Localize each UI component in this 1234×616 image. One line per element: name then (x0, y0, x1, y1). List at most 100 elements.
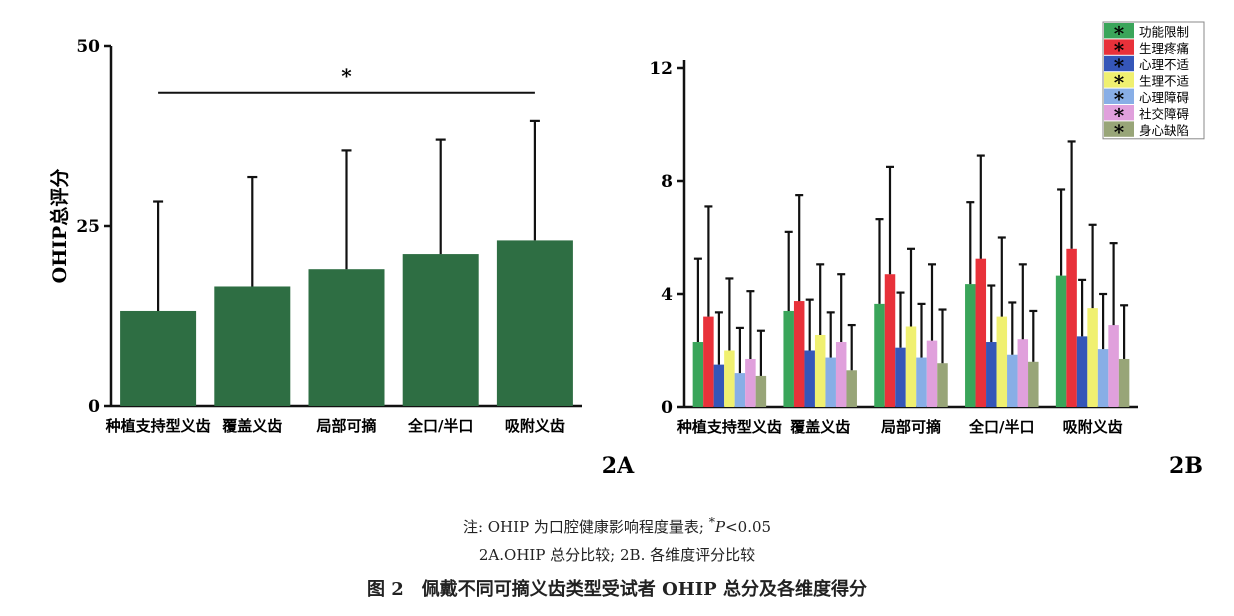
chart-2b-error-bar (816, 263, 825, 335)
chart-2a-bar (402, 254, 479, 406)
chart-2b-error-bar (1029, 309, 1038, 362)
chart-2a-y-tick-label: 25 (76, 217, 100, 237)
chart-2b-legend-marker: * (1114, 120, 1125, 144)
chart-2b-legend-item: * 生理不适 (1104, 71, 1189, 95)
chart-2a-y-label: OHIP总评分 (48, 169, 71, 284)
caption-note-p: P (715, 518, 726, 536)
chart-2b-error-bar (805, 298, 814, 351)
chart-2a-x-tick-label: 全口/半口 (407, 417, 473, 435)
chart-2b-bar (1028, 361, 1039, 407)
chart-2b-y-tick-label: 12 (649, 59, 673, 79)
caption-title: 图 2 佩戴不同可摘义齿类型受试者 OHIP 总分及各维度得分 (367, 579, 867, 600)
chart-2b-bar (926, 340, 938, 407)
chart-2b-y-tick-label: 0 (661, 398, 673, 418)
chart-2b-bar (745, 358, 756, 407)
chart-2b-legend-label: 生理疼痛 (1139, 41, 1189, 56)
chart-2b-legend-item: * 功能限制 (1104, 21, 1189, 45)
chart-2a-x-tick-label: 覆盖义齿 (222, 417, 282, 435)
chart-2a-y-tick-label: 50 (76, 37, 100, 57)
chart-2b-legend-label: 心理障碍 (1139, 90, 1189, 105)
chart-2b-error-bar (735, 326, 744, 374)
chart-2b-bar (884, 274, 896, 407)
chart-2b-error-bar (896, 291, 905, 348)
caption-note: 注: OHIP 为口腔健康影响程度量表; *P<0.05 (462, 514, 772, 536)
chart-2b-panel-label: 2B (1169, 453, 1203, 479)
chart-2b-error-bar (725, 277, 734, 351)
chart-2a-error-bar (435, 138, 446, 255)
chart-2a-x-tick-label: 吸附义齿 (505, 417, 565, 435)
chart-2a-error-bar (153, 200, 164, 311)
chart-2b-error-bar (693, 257, 702, 343)
chart-2b-bar (916, 357, 927, 407)
chart-2b-x-tick-label: 吸附义齿 (1063, 418, 1123, 436)
chart-2b-bar (1076, 336, 1088, 407)
chart-2b-error-bar (976, 154, 985, 259)
chart-2b-error-bar (1120, 304, 1129, 359)
chart-2b-bar (1055, 275, 1067, 407)
chart-2b-legend-label: 功能限制 (1139, 24, 1189, 39)
chart-2a-y-tick-label: 0 (88, 397, 100, 417)
chart-2b-bar (1097, 349, 1109, 407)
chart-2a-x-tick-label: 种植支持型义齿 (105, 417, 211, 435)
chart-2b-bar (1087, 308, 1098, 407)
chart-2b-legend-item: * 生理疼痛 (1104, 38, 1189, 62)
chart-2a-significance-star: * (341, 64, 352, 88)
chart-2b-x-tick-label: 全口/半口 (968, 418, 1034, 436)
chart-2b-legend-label: 社交障碍 (1139, 106, 1189, 121)
chart-2a-bar (308, 269, 385, 406)
chart-2a-bar (496, 240, 573, 406)
chart-2b-bar (905, 326, 917, 407)
chart-2b-x-tick-label: 种植支持型义齿 (676, 418, 782, 436)
chart-2b-error-bar (928, 263, 936, 341)
chart-2a-bar (214, 286, 291, 406)
chart-2b-x-tick-label: 局部可摘 (880, 418, 941, 436)
chart-2b-error-bar (1067, 140, 1076, 249)
chart-2a-error-bar (341, 149, 352, 270)
chart-2b-bar (965, 284, 976, 407)
chart-2b-error-bar (997, 236, 1006, 317)
chart-2b-legend-swatch (1104, 105, 1134, 121)
caption-note-star: * (708, 514, 715, 529)
chart-2b-bar (975, 258, 987, 407)
chart-2b-bar (986, 342, 997, 407)
chart-2a-error-bar (529, 119, 540, 241)
caption-subtitle: 2A.OHIP 总分比较; 2B. 各维度评分比较 (478, 546, 756, 564)
chart-2b-bar (895, 347, 906, 407)
chart-2b-legend-marker: * (1114, 38, 1125, 62)
chart-2b-error-bar (1057, 188, 1066, 276)
chart-2b-legend-marker: * (1114, 87, 1125, 111)
chart-2b-error-bar (795, 194, 804, 302)
chart-2b-legend-swatch (1104, 23, 1134, 39)
chart-2b-error-bar (917, 302, 926, 358)
chart-2b-bar (1017, 339, 1029, 407)
chart-2b-error-bar (837, 273, 846, 343)
chart-2b-bar (793, 301, 805, 407)
chart-2b-bar (825, 357, 836, 407)
chart-2b-bar (755, 375, 767, 407)
chart-2b-legend-marker: * (1114, 54, 1125, 78)
chart-2b-error-bar (847, 323, 856, 371)
chart-2b-legend-marker: * (1114, 71, 1125, 95)
chart-2b-legend-swatch (1104, 39, 1134, 55)
chart-2b-bar (846, 370, 857, 407)
chart-2b-bar (1066, 248, 1077, 407)
chart-2b-error-bar (987, 284, 996, 343)
chart-2b-legend-swatch (1104, 121, 1134, 137)
chart-2b-bar (713, 364, 725, 407)
chart-2a-error-bar (247, 175, 258, 287)
chart-2b-legend-label: 身心缺陷 (1139, 123, 1189, 138)
chart-2b-y-tick-label: 8 (661, 172, 673, 192)
chart-2b-bar (1007, 354, 1018, 407)
chart-2b-error-bar (1099, 292, 1108, 350)
chart-2b-error-bar (784, 230, 793, 311)
chart-2b-bar (804, 350, 815, 407)
chart-2b-error-bar (746, 290, 755, 359)
chart-2b-bar (734, 373, 746, 407)
chart-2b-error-bar (966, 201, 975, 285)
chart-2b-error-bar (826, 311, 835, 358)
chart-2b-y-tick-label: 4 (661, 285, 673, 305)
chart-2a-bar (120, 310, 197, 406)
chart-2b-error-bar (875, 218, 884, 304)
